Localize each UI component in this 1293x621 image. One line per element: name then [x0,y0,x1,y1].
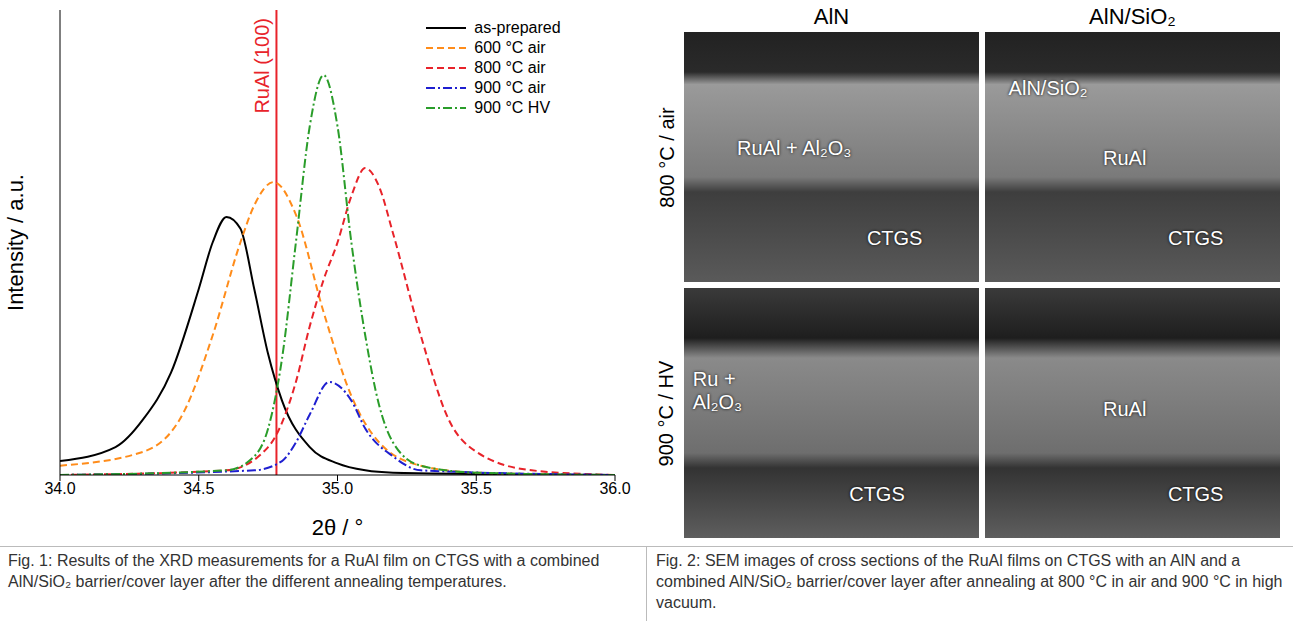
html-text:900 °C air: 900 °C air [474,79,546,96]
html-text:RuAl: RuAl [1103,147,1147,169]
svg-text:2θ / °: 2θ / ° [312,515,364,540]
svg-text:36.0: 36.0 [599,480,630,497]
html-text:Fig. 2: SEM images of cross se: Fig. 2: SEM images of cross sections of … [656,552,1283,611]
html-text:900 °C HV: 900 °C HV [474,99,551,116]
svg-text:Intensity / a.u.: Intensity / a.u. [3,174,28,311]
svg-text:35.5: 35.5 [461,480,492,497]
html-text:AlN: AlN [813,4,850,29]
html-text:CTGS: CTGS [866,227,923,249]
html-text:RuAl: RuAl [1103,398,1147,420]
html-text:Fig. 1: Results of the XRD mea: Fig. 1: Results of the XRD measurements … [8,552,600,590]
svg-text:34.0: 34.0 [44,480,75,497]
html-text:CTGS: CTGS [1167,483,1224,505]
svg-text:34.5: 34.5 [183,480,214,497]
svg-text:35.0: 35.0 [322,480,353,497]
html-text:AlN/SiO₂: AlN/SiO₂ [1089,4,1176,29]
svg-text:RuAl (100): RuAl (100) [251,18,273,114]
html-text:800 °C air: 800 °C air [474,59,546,76]
html-text:600 °C air: 600 °C air [474,39,546,56]
html-text:RuAl + Al₂O₃: RuAl + Al₂O₃ [737,137,852,159]
html-text:800 °C / air: 800 °C / air [655,106,678,208]
html-text:AlN/SiO₂: AlN/SiO₂ [1008,77,1088,99]
html-text:CTGS: CTGS [849,483,905,505]
html-text:900 °C / HV: 900 °C / HV [655,360,678,466]
html-text:as-prepared: as-prepared [474,19,561,36]
html-text:CTGS: CTGS [1167,227,1224,249]
html-text:Ru + Al₂O₃: Ru + Al₂O₃ [692,368,743,413]
